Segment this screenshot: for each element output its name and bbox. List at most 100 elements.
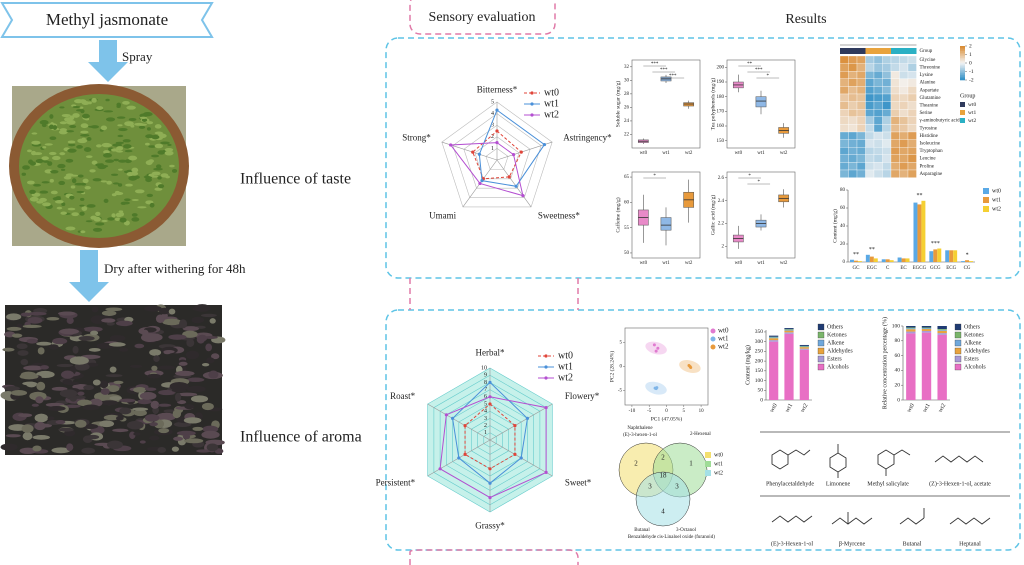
heat-cell [882,169,892,178]
color-tick-label: 1 [969,52,972,58]
leaf [54,200,64,204]
leaf [148,159,155,163]
bar-segment [784,329,794,331]
leaf [128,155,138,161]
bar [945,250,950,262]
leaf [80,133,90,137]
leaf [52,337,68,345]
leaf [197,334,208,342]
heat-cell [899,147,909,155]
bar-segment [784,329,794,330]
heat-cell [865,131,875,140]
y-axis-label: Relative concentration percentage (%) [881,317,888,409]
heat-cell [907,93,917,102]
leaf [134,343,145,349]
x-tick-label: EC [900,266,907,271]
bar-segment [769,338,779,341]
r-tick-label: 7 [484,387,487,393]
leaf [203,335,218,339]
y-axis-label: Caffeine (mg/g) [614,197,621,232]
y-tick-label: 60 [624,200,630,205]
heat-cell [839,162,849,171]
leaf [77,391,85,396]
leaf [103,198,109,204]
bar-segment [799,349,809,400]
leaf [69,396,77,402]
leaf [137,206,147,209]
bar [873,258,878,262]
heat-cell [865,116,875,125]
heat-cell [839,154,849,163]
y-tick-label: 250 [755,349,764,355]
y-tick-label: 55 [624,226,630,231]
leaf [78,335,95,341]
leaf [35,396,44,404]
heat-cell [890,78,900,87]
heat-cell [899,131,909,140]
legend-swatch [960,102,965,107]
bar-segment [784,332,794,334]
leaf [119,398,136,403]
legend-label: Others [827,324,844,330]
leaf [83,385,94,391]
leaf [96,106,104,110]
leaf [44,143,53,146]
x-tick-label: C [886,266,890,271]
legend-marker [530,113,534,117]
y-tick-label: 20 [895,382,901,388]
leaf [67,148,77,153]
leaf [99,420,115,428]
axis-label: Roast* [390,391,416,401]
leaf [90,215,97,220]
color-bar [960,76,965,79]
heat-cell [882,116,892,125]
leaf [182,434,191,440]
leaf [77,174,84,178]
y-tick-label: 100 [892,323,901,329]
y-tick-label: 26 [624,106,630,111]
leaf [81,137,86,140]
bar-segment [784,328,794,330]
heat-cell [856,86,866,95]
color-bar [960,49,965,52]
leaf [116,146,124,151]
heat-cell [856,109,866,117]
leaf [101,219,108,223]
leaf [86,362,99,367]
leaf [61,370,75,379]
r-tick-label: 2 [484,423,487,429]
r-tick-label: 1 [491,146,494,152]
color-bar [960,54,965,57]
axis-label: Sweet* [565,477,592,487]
y-tick-label: 50 [758,388,764,394]
legend-swatch [705,461,711,467]
leaf [21,172,27,176]
radar-line [449,142,524,197]
axis-label: Sweetness* [538,210,580,220]
heat-cell [839,169,849,178]
heat-cell [882,154,892,163]
radar-axis [489,403,553,441]
heat-cell [865,78,875,87]
legend-label: Alkene [964,340,982,346]
legend-label: wt1 [558,361,573,372]
heat-cell [848,154,858,163]
leaf [103,150,110,154]
legend-marker [530,91,534,95]
leaf [86,204,96,208]
leaf [154,143,164,149]
y-tick-label: 170 [717,109,725,114]
r-tick-label: 3 [484,416,487,422]
leaf [49,136,57,141]
radar-point [457,456,461,460]
legend-swatch [954,363,962,371]
leaf [52,196,62,201]
heat-cell [873,71,883,79]
heat-cell [890,169,900,178]
leaf [77,399,92,407]
bar-segment [799,347,809,349]
legend-swatch [705,470,711,476]
bar [889,260,894,262]
leaf [173,436,184,441]
leaf [82,113,90,119]
